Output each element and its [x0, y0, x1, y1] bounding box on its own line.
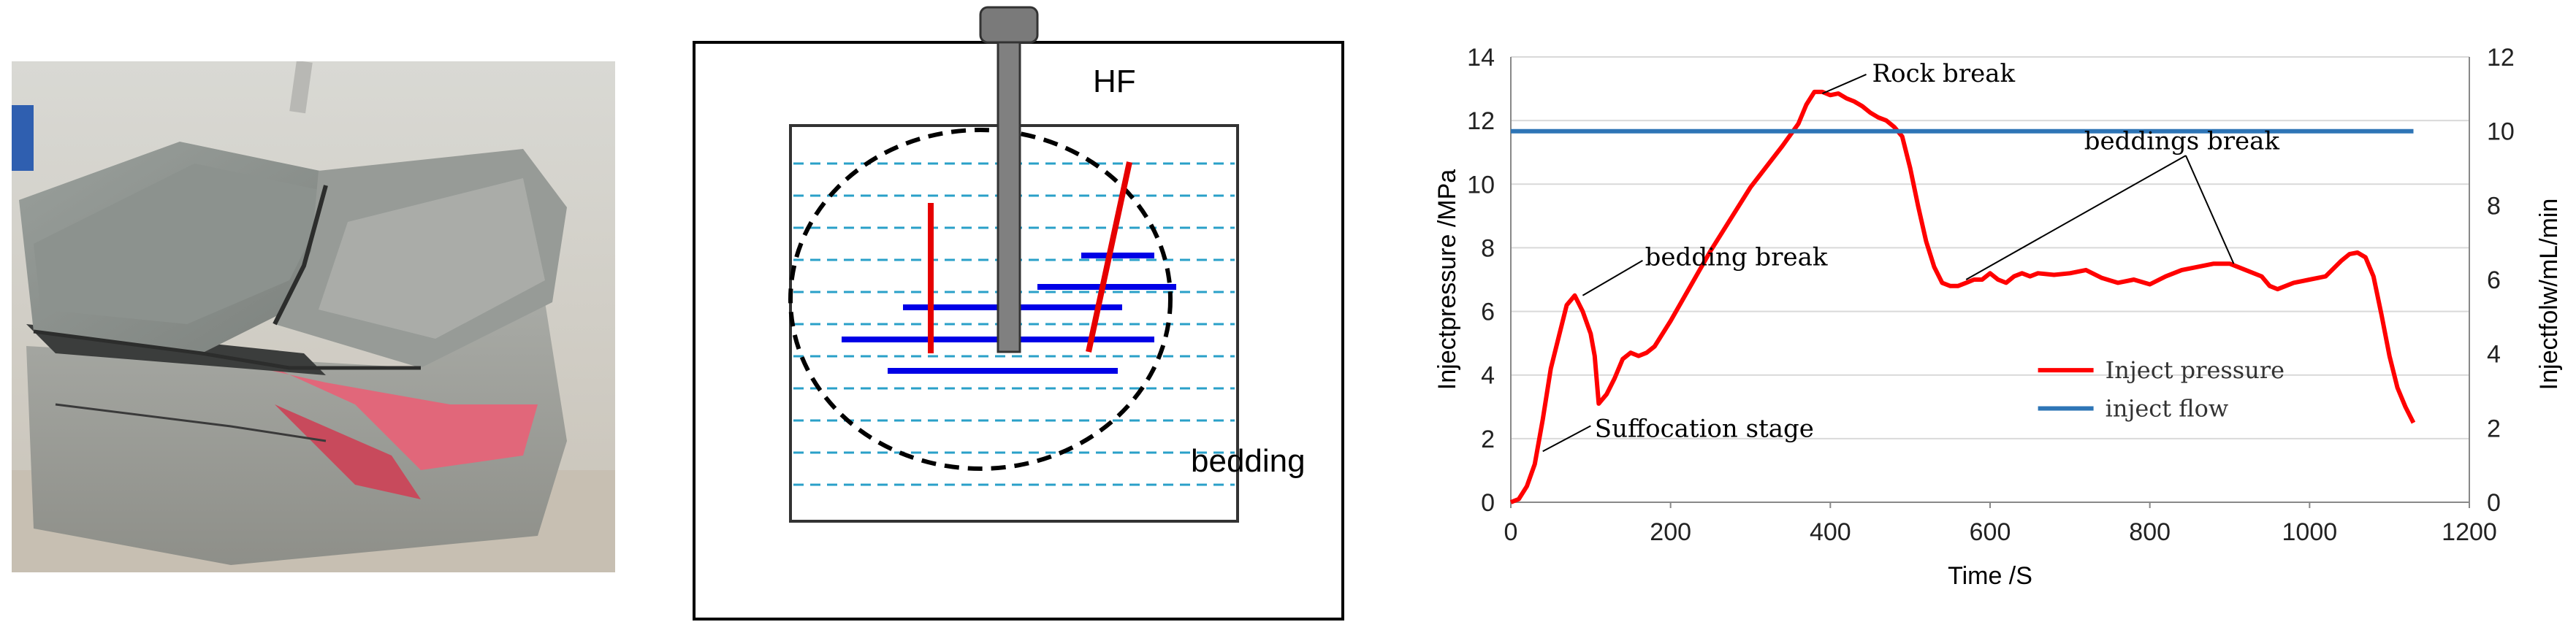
y-left-tick-label: 8	[1481, 234, 1495, 262]
y-left-tick-label: 6	[1481, 299, 1495, 326]
legend-label: Inject pressure	[2106, 356, 2285, 384]
injection-chart: 0 2 4 6 8 10 12 14 0 2 4 6 8 10 12 0 200 400 600 800 1000 120…	[1388, 0, 2576, 630]
leader-line	[2184, 155, 2235, 264]
hf-bedding-diagram: HF bedding	[679, 0, 1359, 630]
y-left-tick-label: 0	[1481, 489, 1495, 517]
grid-layer	[1511, 56, 2469, 503]
series-line-inject-pressure	[1509, 89, 2416, 504]
y-left-axis-title: Injectpressure /MPa	[1433, 169, 1461, 390]
y-left-tick-label: 14	[1467, 44, 1495, 72]
annotation-beddings-break: beddings break	[2084, 126, 2280, 155]
y-right-tick-label: 10	[2487, 118, 2515, 146]
x-tick-label: 1200	[2442, 518, 2497, 546]
y-left-tick-label: 12	[1467, 107, 1495, 135]
y-right-tick-label: 2	[2487, 415, 2501, 442]
x-tick-label: 1000	[2282, 518, 2338, 546]
leader-line	[1542, 425, 1591, 453]
y-right-tick-label: 4	[2487, 341, 2501, 369]
series-layer	[1509, 89, 2416, 504]
x-tick-label: 200	[1650, 518, 1691, 546]
leader-line	[1582, 259, 1643, 296]
annotation-layer: Rock break beddings break bedding break Suf…	[1542, 59, 2280, 453]
rock-photo-graphic	[12, 61, 615, 572]
y-left-tick-label: 10	[1467, 171, 1495, 199]
hf-label: HF	[1093, 64, 1136, 99]
annotation-bedding-break: bedding break	[1645, 242, 1828, 272]
x-tick-label: 800	[2129, 518, 2171, 546]
y-right-tick-label: 6	[2487, 266, 2501, 294]
y-right-tick-label: 12	[2487, 44, 2515, 72]
wellbore-head	[979, 6, 1039, 44]
x-axis-title: Time /S	[1948, 562, 2032, 590]
legend: Inject pressure inject flow	[2038, 356, 2285, 422]
annotation-suffocation-stage: Suffocation stage	[1595, 415, 1814, 444]
y-right-tick-label: 8	[2487, 192, 2501, 220]
leader-line	[1822, 74, 1867, 95]
fracture-zone-ellipse	[788, 128, 1173, 471]
hf-fracture-line	[1086, 161, 1132, 353]
chart-svg: 0 2 4 6 8 10 12 14 0 2 4 6 8 10 12 0 200 400 600 800 1000 120…	[1433, 44, 2563, 590]
bedding-label: bedding	[1191, 443, 1306, 479]
x-tick-label: 400	[1810, 518, 1851, 546]
legend-label: inject flow	[2106, 394, 2229, 422]
annotation-rock-break: Rock break	[1872, 59, 2016, 88]
rock-sample-photo	[12, 61, 615, 572]
y-right-axis-title: Injectfolw/mL/min	[2535, 199, 2563, 391]
y-left-tick-label: 2	[1481, 426, 1495, 453]
wellbore	[997, 41, 1021, 353]
y-left-tick-label: 4	[1481, 362, 1495, 390]
axes-layer: 0 2 4 6 8 10 12 14 0 2 4 6 8 10 12 0 200 400 600 800 1000 120…	[1433, 44, 2563, 590]
x-tick-label: 600	[1970, 518, 2011, 546]
hydraulic-fractures	[928, 161, 1132, 353]
x-tick-label: 0	[1504, 518, 1518, 546]
leader-line	[1965, 155, 2187, 280]
diagram-svg: HF bedding	[693, 6, 1344, 621]
y-right-tick-label: 0	[2487, 489, 2501, 517]
